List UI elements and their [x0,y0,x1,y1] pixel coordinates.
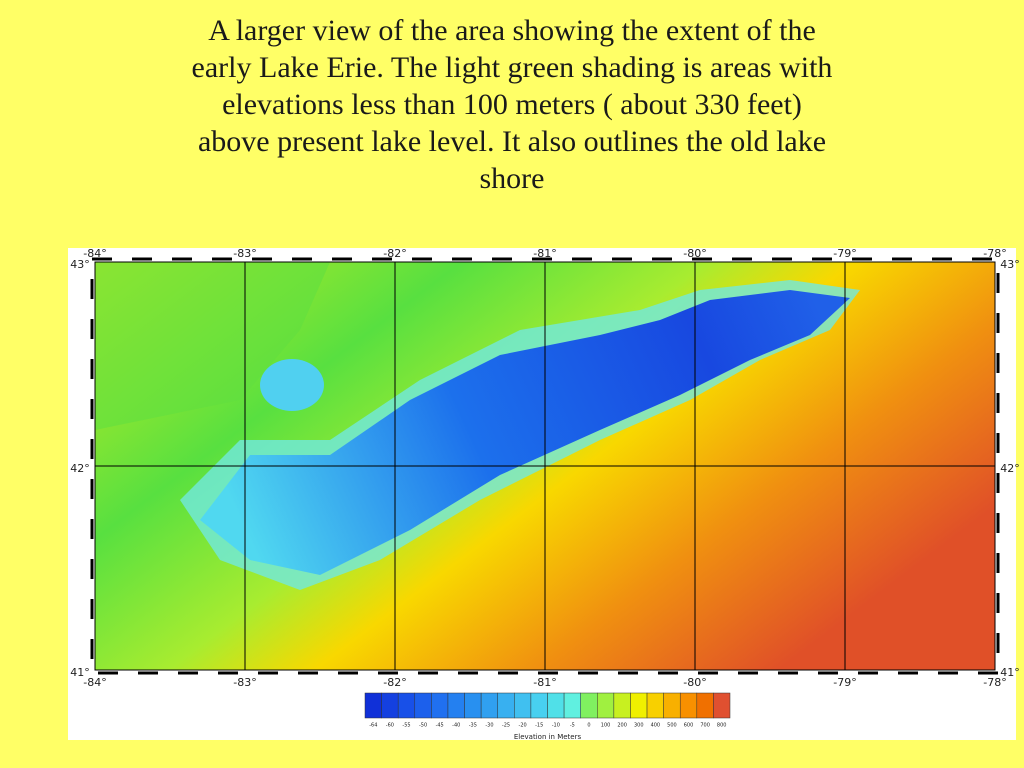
colorbar-label: -30 [485,723,493,729]
colorbar-label: 400 [651,723,661,729]
lon-label-top: -84° [83,247,106,260]
colorbar-label: 800 [717,723,727,729]
lon-label-top: -80° [683,247,706,260]
colorbar-label: 300 [634,723,644,729]
map-border [90,257,1000,675]
lat-label-left: 43° [70,258,90,271]
lon-label-top: -79° [833,247,856,260]
colorbar-label: -55 [402,723,410,729]
lon-label-bottom: -82° [383,676,406,689]
lon-label-bottom: -78° [983,676,1006,689]
lat-label-right: 42° [1000,462,1020,475]
colorbar-swatch [547,692,565,719]
lake-erie [200,290,850,575]
colorbar-label: 700 [700,723,710,729]
colorbar-label: -35 [469,723,477,729]
colorbar-swatch [630,692,648,719]
colorbar-title: Elevation in Meters [514,733,582,741]
colorbar-swatch [597,692,615,719]
colorbar-label: 200 [617,723,627,729]
colorbar: -64 -60 -55 -50 -45 -40 -35 -30 -25 -20 -15 -10 -5 0 1… [364,692,731,741]
title-line: shore [479,162,545,195]
colorbar-swatch [364,692,382,719]
colorbar-swatch [397,692,416,719]
colorbar-label: -50 [419,723,427,729]
colorbar-swatch [414,692,432,719]
lat-label-left: 42° [70,462,90,475]
colorbar-swatch [447,692,465,719]
colorbar-label: -40 [452,723,460,729]
colorbar-swatch [381,692,399,719]
lon-label-top: -82° [383,247,406,260]
lon-label-bottom: -84° [83,676,106,689]
title-line: elevations less than 100 meters ( about … [222,88,802,121]
lon-label-top: -78° [983,247,1006,260]
lon-label-bottom: -81° [533,676,556,689]
colorbar-label: 0 [587,723,590,729]
lon-label-bottom: -83° [233,676,256,689]
colorbar-swatch [480,692,498,719]
title-line: early Lake Erie. The light green shading… [191,51,833,84]
colorbar-swatch [563,692,581,719]
colorbar-label: -60 [386,723,394,729]
colorbar-label: -25 [502,723,510,729]
colorbar-swatch [613,692,631,719]
colorbar-label: -10 [552,723,560,729]
coordinate-labels: -84° -84° -83° -83° -82° -82° -81° -81° -80° -80°… [70,247,1020,689]
colorbar-swatch [514,692,532,719]
lat-label-right: 41° [1000,666,1020,679]
colorbar-swatch [663,692,681,719]
colorbar-swatch [696,692,714,719]
colorbar-swatch [464,692,482,719]
colorbar-label: 500 [667,723,677,729]
colorbar-label: -64 [369,723,377,729]
lake-st-clair [260,359,324,411]
lon-label-top: -83° [233,247,256,260]
colorbar-label: -20 [519,723,527,729]
colorbar-swatch [580,692,598,719]
colorbar-label: 100 [601,723,611,729]
colorbar-swatch [646,692,664,719]
slide-title: A larger view of the area showing the ex… [60,12,964,197]
colorbar-label: -45 [436,723,444,729]
lon-label-top: -81° [533,247,556,260]
title-line: A larger view of the area showing the ex… [208,14,816,47]
colorbar-swatch [497,692,515,719]
colorbar-swatch [530,692,548,719]
lat-label-right: 43° [1000,258,1020,271]
colorbar-label: -5 [570,723,575,729]
colorbar-swatch [713,692,731,719]
graticule [94,261,996,671]
colorbar-swatch [679,692,698,719]
colorbar-swatch [431,692,449,719]
title-line: above present lake level. It also outlin… [197,125,827,158]
lat-label-left: 41° [70,666,90,679]
lowland [95,262,330,430]
lon-label-bottom: -79° [833,676,856,689]
colorbar-label: -15 [535,723,543,729]
lon-label-bottom: -80° [683,676,706,689]
colorbar-label: 600 [684,723,694,729]
